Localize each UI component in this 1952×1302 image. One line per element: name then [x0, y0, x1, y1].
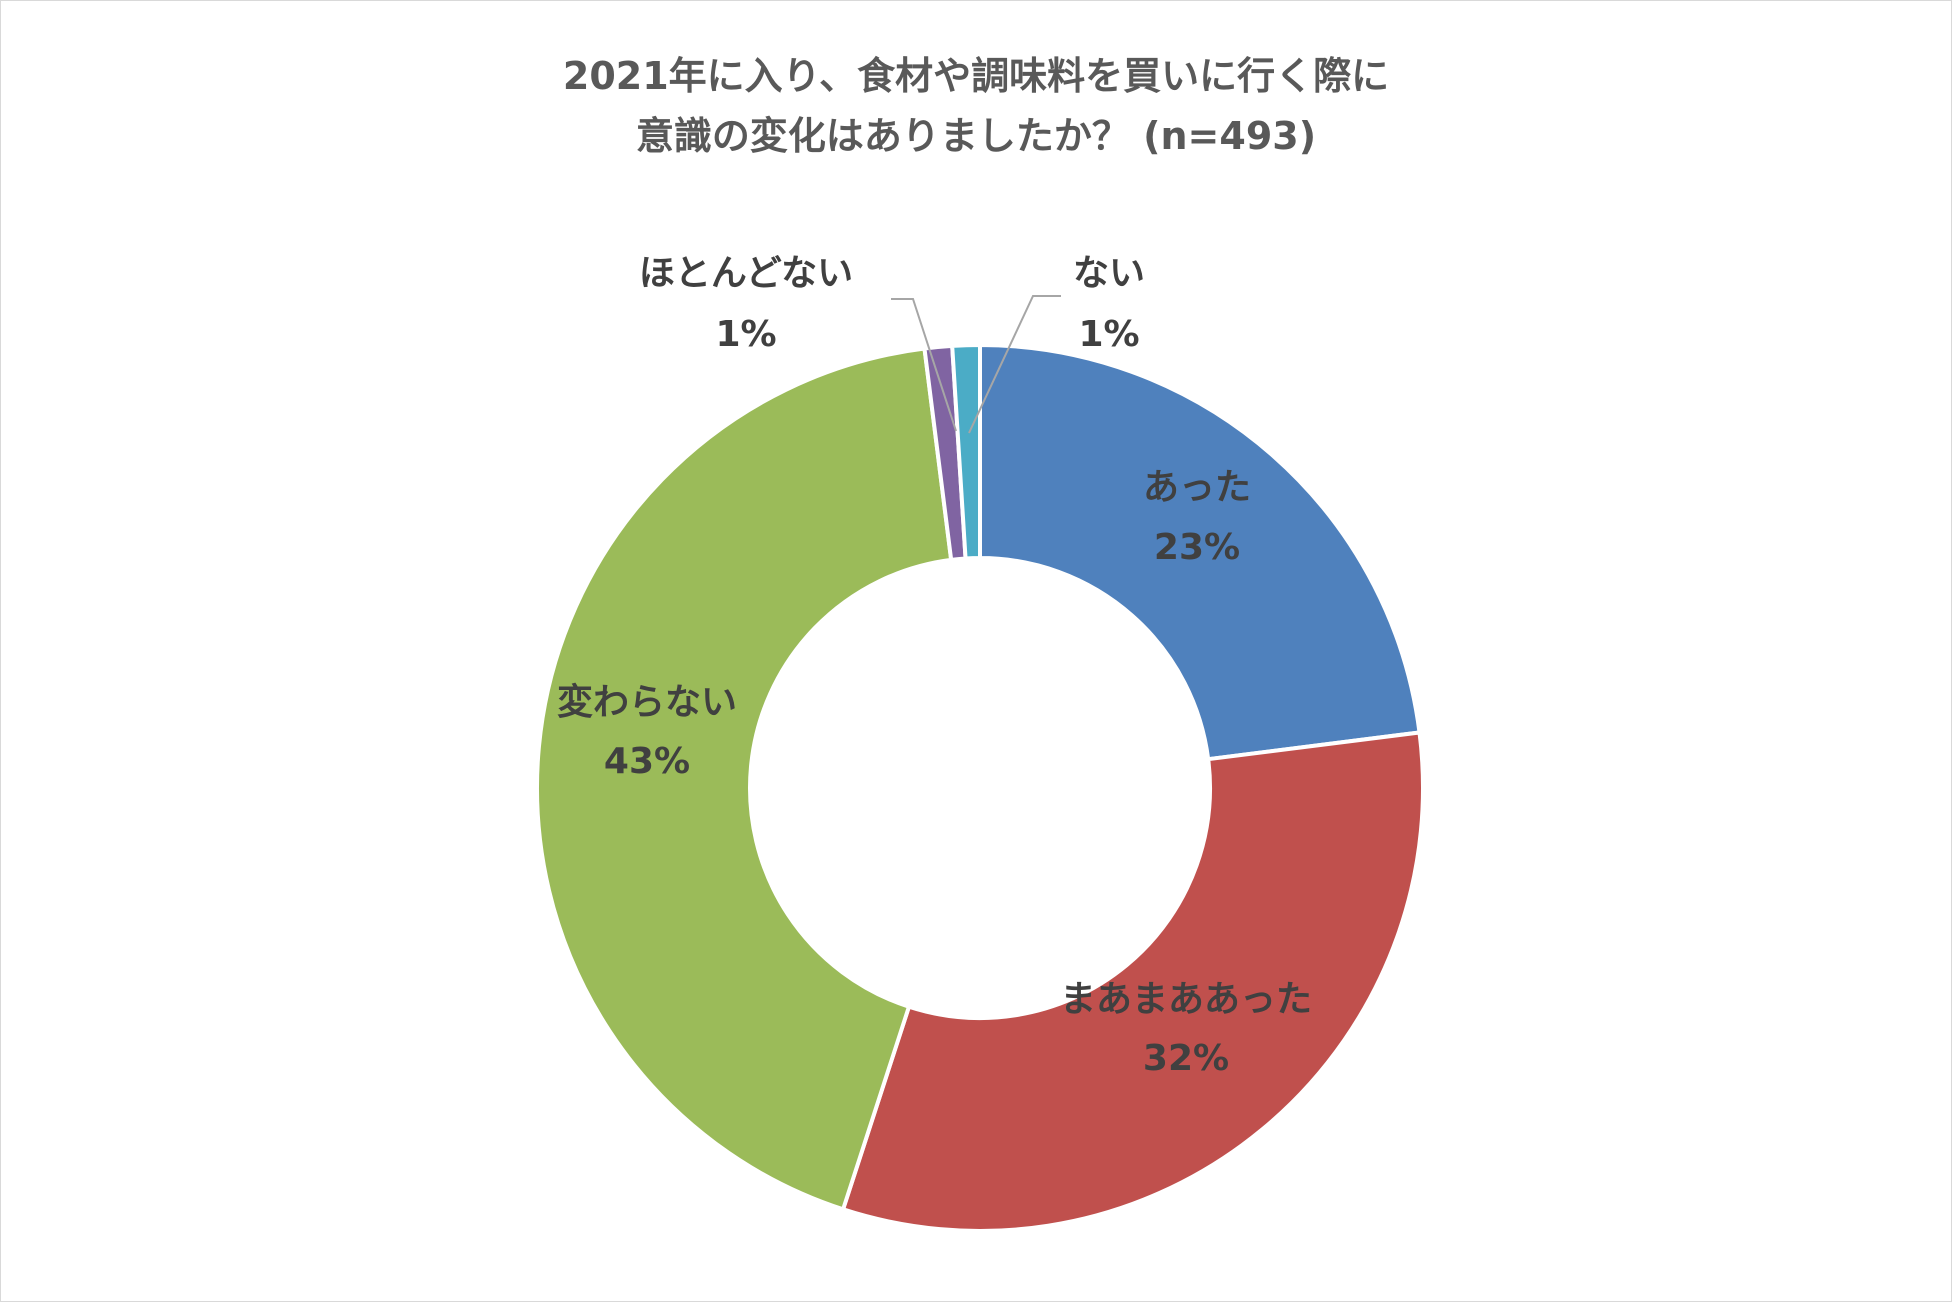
data-label-name-atta: あった	[1143, 467, 1251, 508]
data-label-name-kawaranai: 変わらない	[557, 681, 737, 723]
data-label-group: あった 23% まあまああった 32% 変わらない 43% ほとんどない 1% ない 1%	[557, 253, 1312, 1079]
leader-line-hotondo-nai	[891, 298, 957, 432]
data-label-value-kawaranai: 43%	[604, 741, 690, 782]
doughnut-slice-maamaa-atta	[841, 730, 1425, 1234]
data-label-name-nai: ない	[1073, 253, 1145, 294]
leader-line-group	[891, 295, 1061, 434]
data-label-name-hotondo-nai: ほとんどない	[639, 253, 853, 294]
data-label-value-nai: 1%	[1078, 314, 1139, 355]
slice-group	[534, 343, 1425, 1234]
doughnut-slice-atta	[978, 343, 1422, 762]
doughnut-slice-nai	[950, 343, 982, 561]
chart-title-line-1: 2021年に入り、食材や調味料を買いに行く際に	[563, 54, 1389, 98]
data-label-value-hotondo-nai: 1%	[715, 314, 776, 355]
data-label-value-atta: 23%	[1154, 527, 1240, 568]
leader-line-nai	[968, 295, 1061, 434]
chart-title-line-2: 意識の変化はありましたか？ (n=493)	[636, 114, 1316, 158]
data-label-name-maamaa-atta: まあまああった	[1060, 979, 1312, 1020]
doughnut-slice-kawaranai	[534, 346, 954, 1212]
data-label-value-maamaa-atta: 32%	[1143, 1038, 1229, 1079]
